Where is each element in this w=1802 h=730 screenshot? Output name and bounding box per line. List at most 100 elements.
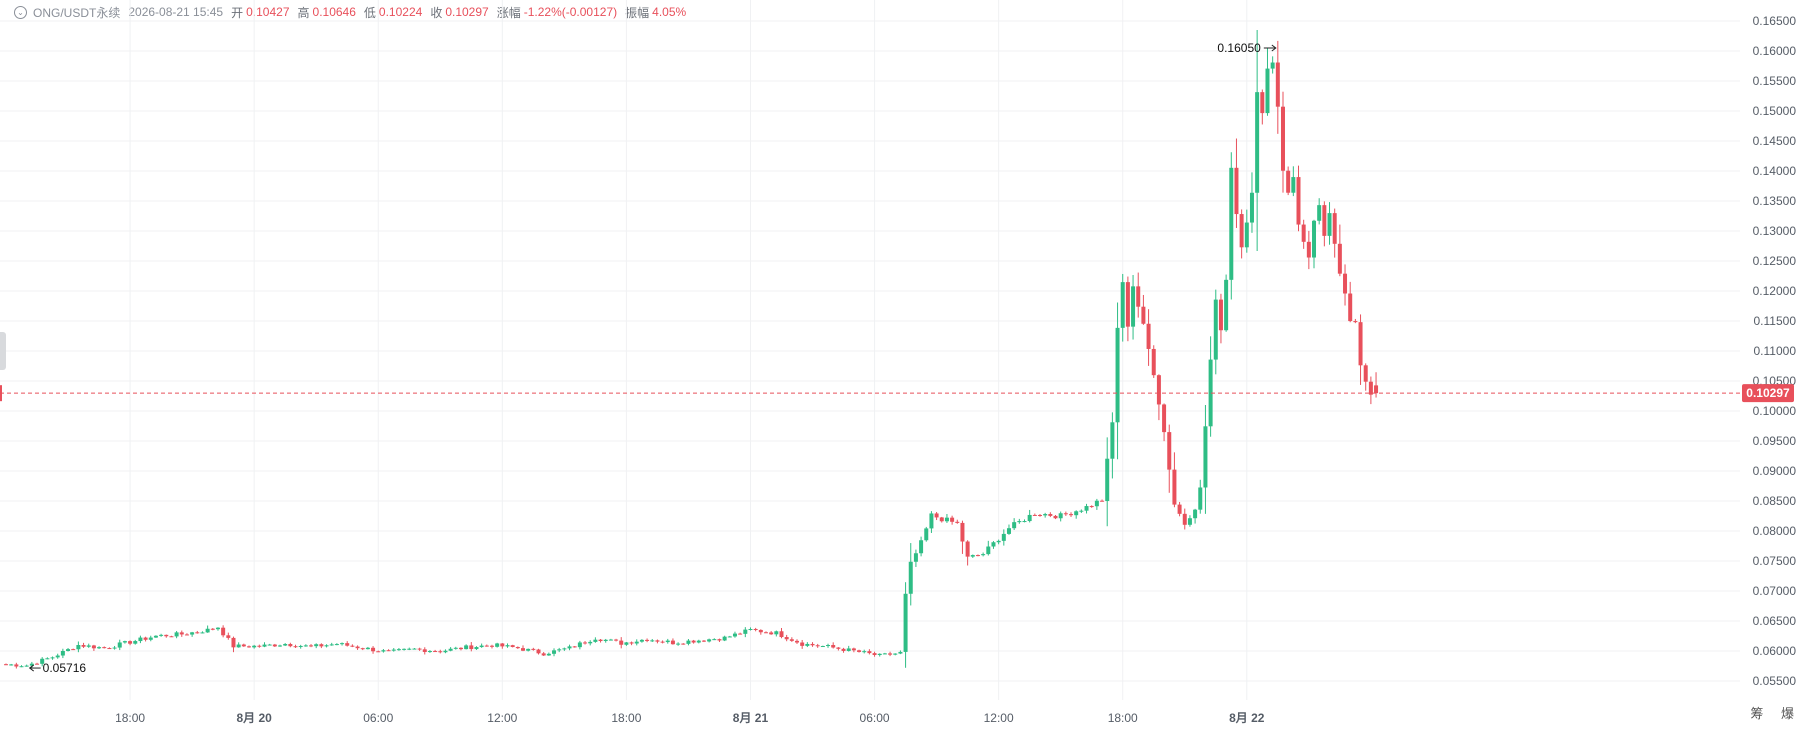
x-tick-label: 8月 21 bbox=[733, 711, 769, 725]
candle-body bbox=[526, 648, 531, 651]
candle-body bbox=[205, 628, 210, 633]
candle-body bbox=[598, 639, 603, 642]
candle-body bbox=[174, 632, 179, 637]
candle-body bbox=[846, 648, 851, 651]
candle-body bbox=[1374, 385, 1379, 394]
candle-body bbox=[1110, 422, 1115, 459]
y-tick-label: 0.08500 bbox=[1753, 494, 1797, 508]
candle-body bbox=[1156, 375, 1161, 405]
candle-body bbox=[190, 632, 195, 635]
candle-body bbox=[272, 644, 277, 647]
x-tick-label: 8月 22 bbox=[1229, 711, 1265, 725]
bottom-right-toolbar: 筹 爆 bbox=[1736, 703, 1794, 722]
candle-body bbox=[955, 521, 960, 523]
candle-body bbox=[422, 649, 427, 652]
candle-body bbox=[908, 561, 913, 594]
candle-body bbox=[453, 647, 458, 649]
close-value: 0.10297 bbox=[445, 5, 489, 19]
candle-body bbox=[309, 645, 314, 647]
candle-body bbox=[712, 639, 717, 641]
y-tick-label: 0.11000 bbox=[1754, 344, 1797, 358]
y-tick-label: 0.12000 bbox=[1753, 284, 1797, 298]
candle-body bbox=[14, 664, 19, 667]
max-price-label: 0.16050 bbox=[1217, 41, 1261, 55]
candle-body bbox=[882, 653, 887, 655]
candle-body bbox=[1177, 504, 1182, 514]
candle-body bbox=[975, 555, 980, 557]
candle-body bbox=[701, 640, 706, 642]
candle-body bbox=[841, 648, 846, 651]
candle-body bbox=[1074, 511, 1079, 516]
candle-body bbox=[1286, 170, 1291, 193]
candle-body bbox=[583, 642, 588, 644]
y-tick-label: 0.12500 bbox=[1753, 254, 1797, 268]
candle-body bbox=[1265, 68, 1270, 114]
candle-body bbox=[681, 643, 686, 645]
candle-body bbox=[1053, 515, 1058, 519]
candle-body bbox=[324, 645, 329, 647]
candle-body bbox=[1079, 510, 1084, 512]
candle-body bbox=[40, 658, 45, 664]
sidebar-toggle-handle[interactable] bbox=[0, 332, 6, 370]
candle-body bbox=[1198, 487, 1203, 510]
candle-body bbox=[676, 643, 681, 645]
ohlc-header: ⌄ ONG/USDT永续 2026-08-21 15:45 开 0.10427 … bbox=[14, 3, 694, 21]
candle-body bbox=[634, 641, 639, 644]
chips-button[interactable]: 筹 bbox=[1750, 706, 1764, 721]
open-value: 0.10427 bbox=[246, 5, 290, 19]
candle-body bbox=[707, 639, 712, 642]
candle-body bbox=[29, 663, 34, 666]
candle-body bbox=[55, 655, 60, 658]
candle-body bbox=[1296, 177, 1301, 225]
candle-body bbox=[784, 637, 789, 640]
candle-body bbox=[862, 651, 867, 653]
candle-body bbox=[691, 640, 696, 643]
candle-body bbox=[820, 646, 825, 648]
candle-body bbox=[748, 629, 753, 631]
candle-body bbox=[288, 644, 293, 647]
candle-body bbox=[1136, 286, 1141, 307]
candle-body bbox=[252, 645, 257, 648]
candle-body bbox=[334, 644, 339, 646]
max-arrow-head bbox=[1271, 44, 1277, 52]
candle-body bbox=[81, 645, 86, 647]
candle-body bbox=[458, 647, 463, 650]
candle-body bbox=[991, 542, 996, 547]
candle-body bbox=[1358, 322, 1363, 366]
candle-body bbox=[1317, 205, 1322, 221]
candle-body bbox=[412, 648, 417, 650]
candle-body bbox=[898, 651, 903, 654]
candle-body bbox=[495, 643, 500, 647]
candle-body bbox=[665, 640, 670, 643]
candle-body bbox=[427, 651, 432, 653]
candle-body bbox=[164, 634, 169, 637]
candle-body bbox=[970, 555, 975, 557]
candle-body bbox=[1224, 279, 1229, 331]
candle-body bbox=[1213, 299, 1218, 360]
candle-body bbox=[71, 649, 76, 651]
candle-body bbox=[515, 647, 520, 649]
candle-body bbox=[474, 647, 479, 650]
candle-body bbox=[417, 648, 422, 650]
candle-body bbox=[795, 640, 800, 643]
min-arrow-head bbox=[28, 664, 34, 672]
candle-body bbox=[24, 665, 29, 667]
candle-body bbox=[1332, 213, 1337, 244]
chevron-down-icon[interactable]: ⌄ bbox=[14, 5, 27, 19]
candle-body bbox=[872, 653, 877, 656]
candle-body bbox=[4, 664, 8, 666]
candle-body bbox=[1234, 167, 1239, 215]
candle-body bbox=[469, 645, 474, 650]
candle-body bbox=[241, 644, 246, 647]
candle-body bbox=[1239, 214, 1244, 248]
candle-body bbox=[464, 645, 469, 650]
candle-body bbox=[732, 633, 737, 637]
candle-body bbox=[396, 649, 401, 651]
candle-body bbox=[1260, 92, 1265, 114]
candle-body bbox=[479, 645, 484, 648]
candle-body bbox=[1027, 514, 1032, 522]
candle-body bbox=[215, 627, 220, 630]
candle-body bbox=[303, 645, 308, 647]
liquidation-button[interactable]: 爆 bbox=[1780, 706, 1794, 721]
